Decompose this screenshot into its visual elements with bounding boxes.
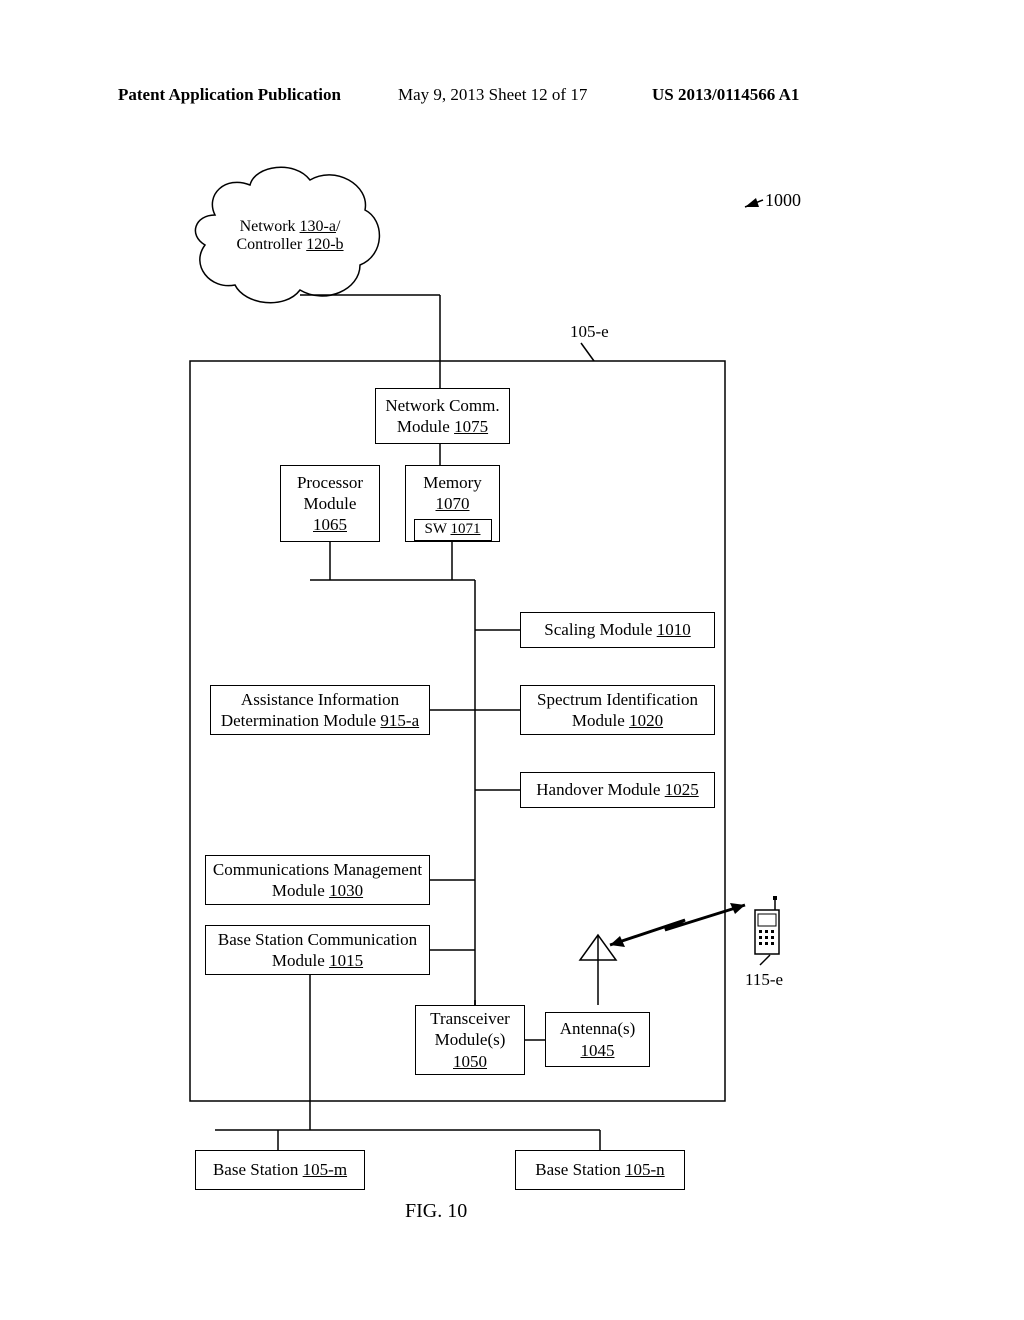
base-station-n: Base Station 105-n [515,1150,685,1190]
figure-label: FIG. 10 [405,1200,467,1223]
processor-line1: Processor [297,472,363,493]
cloud-line1-ref: 130-a [300,218,336,235]
antenna-line1: Antenna(s) [560,1018,636,1039]
scaling-module: Scaling Module 1010 [520,612,715,648]
bscomm-line2-ref: 1015 [329,951,363,970]
processor-line3: 1065 [313,514,347,535]
processor-module: Processor Module 1065 [280,465,380,542]
bs-comm-module: Base Station Communication Module 1015 [205,925,430,975]
memory-line2: 1070 [436,493,470,514]
memory-module: Memory 1070 SW 1071 [405,465,500,542]
bsm-ref: 105-m [303,1160,347,1179]
netcomm-line2-ref: 1075 [454,417,488,436]
commmgmt-line2-pre: Module [272,881,329,900]
comm-mgmt-module: Communications Management Module 1030 [205,855,430,905]
cloud-label: Network 130-a/ Controller 120-b [230,218,350,254]
assist-line2-ref: 915-a [380,711,419,730]
page: Patent Application Publication May 9, 20… [0,0,1024,1320]
base-station-m: Base Station 105-m [195,1150,365,1190]
sw-pre: SW [425,521,451,537]
commmgmt-line1: Communications Management [213,859,422,880]
transceiver-line1: Transceiver [430,1008,510,1029]
network-comm-module: Network Comm. Module 1075 [375,388,510,444]
scaling-ref: 1010 [657,620,691,639]
commmgmt-line2-ref: 1030 [329,881,363,900]
antenna-module: Antenna(s) 1045 [545,1012,650,1067]
spectrum-line2-ref: 1020 [629,711,663,730]
netcomm-line2-pre: Module [397,417,454,436]
handover-ref: 1025 [665,780,699,799]
figure-ref-label: 1000 [765,190,801,211]
spectrum-id-module: Spectrum Identification Module 1020 [520,685,715,735]
assist-line2-pre: Determination Module [221,711,381,730]
assist-line1: Assistance Information [241,689,399,710]
scaling-pre: Scaling Module [544,620,656,639]
bsm-pre: Base Station [213,1160,303,1179]
sw-module: SW 1071 [414,519,492,541]
bsn-ref: 105-n [625,1160,665,1179]
spectrum-line2-pre: Module [572,711,629,730]
bscomm-line1: Base Station Communication [218,929,417,950]
diagram-svg [0,0,1024,1320]
memory-line1: Memory [423,472,482,493]
main-ref-label: 105-e [570,322,609,342]
transceiver-line2: Module(s) [435,1029,506,1050]
cloud-line1-pre: Network [240,218,300,235]
transceiver-module: Transceiver Module(s) 1050 [415,1005,525,1075]
processor-line2: Module [304,493,357,514]
cloud-line2-ref: 120-b [306,236,343,253]
transceiver-line3: 1050 [453,1051,487,1072]
cloud-line1-post: / [336,218,340,235]
bsn-pre: Base Station [535,1160,625,1179]
antenna-line2: 1045 [581,1040,615,1061]
bscomm-line2-pre: Module [272,951,329,970]
cloud-line2-pre: Controller [236,236,306,253]
assistance-info-module: Assistance Information Determination Mod… [210,685,430,735]
handover-pre: Handover Module [536,780,664,799]
sw-ref: 1071 [450,521,480,537]
netcomm-line1: Network Comm. [385,395,499,416]
device-ref-label: 115-e [745,970,783,990]
handover-module: Handover Module 1025 [520,772,715,808]
spectrum-line1: Spectrum Identification [537,689,698,710]
